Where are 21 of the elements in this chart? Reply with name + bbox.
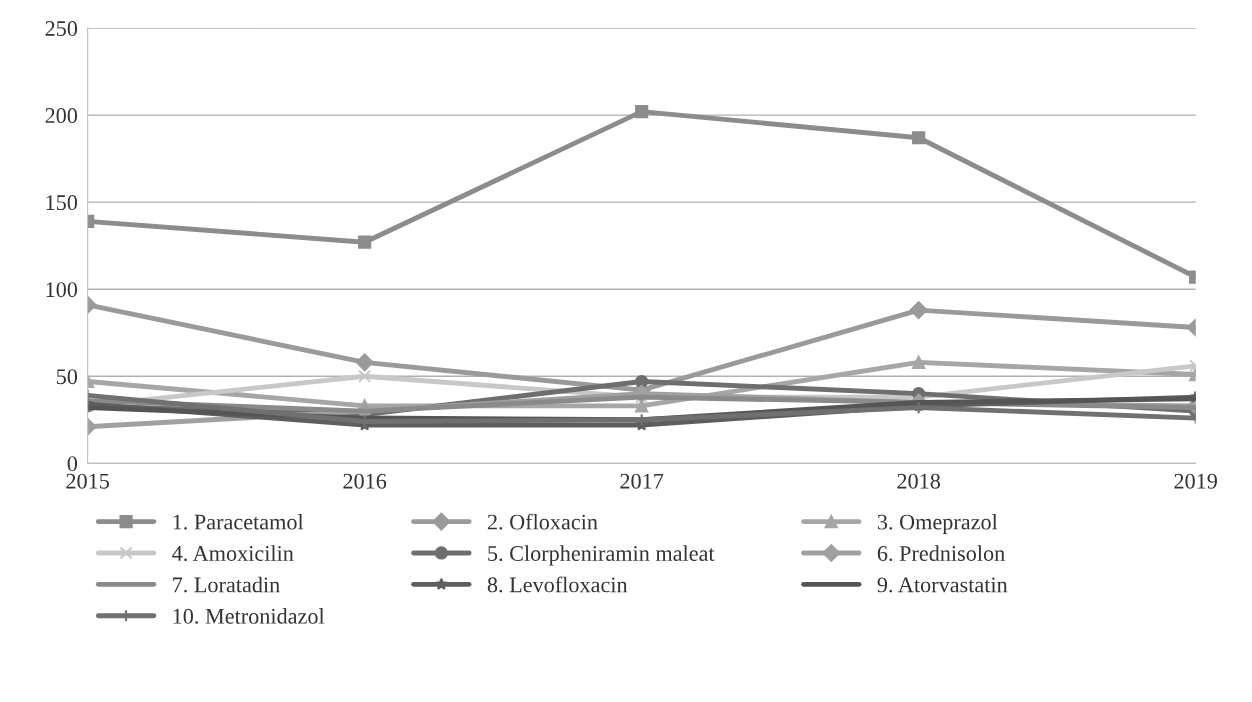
legend-label: 6. Prednisolon: [877, 545, 1005, 562]
x-tick-label: 2019: [1174, 473, 1217, 489]
legend-label: 3. Omeprazol: [877, 513, 998, 535]
y-tick-label: 150: [46, 195, 78, 211]
legend-label: 9. Atorvastatin: [877, 577, 1008, 593]
legend-label: 8. Levofloxacin: [487, 576, 628, 593]
y-tick-label: 250: [45, 21, 78, 37]
x-tick-label: 2017: [620, 473, 664, 489]
x-tick-label: 2015: [66, 473, 109, 489]
legend-label: 7. Loratadin: [173, 576, 280, 593]
y-tick-label: 50: [56, 369, 78, 385]
legend-label: 4. Amoxicilin: [172, 545, 294, 562]
legend-label: 1. Paracetamol: [173, 513, 304, 530]
y-tick-label: 200: [45, 108, 78, 124]
y-tick-label: 0: [67, 456, 78, 472]
x-tick-label: 2016: [343, 473, 387, 489]
legend-label: 5. Clorpheniramin maleat: [488, 545, 715, 566]
y-tick-label: 100: [46, 282, 78, 298]
x-tick-label: 2018: [897, 473, 941, 489]
legend-label: 2. Ofloxacin: [487, 513, 598, 530]
legend-label: 10. Metronidazol: [173, 608, 325, 624]
